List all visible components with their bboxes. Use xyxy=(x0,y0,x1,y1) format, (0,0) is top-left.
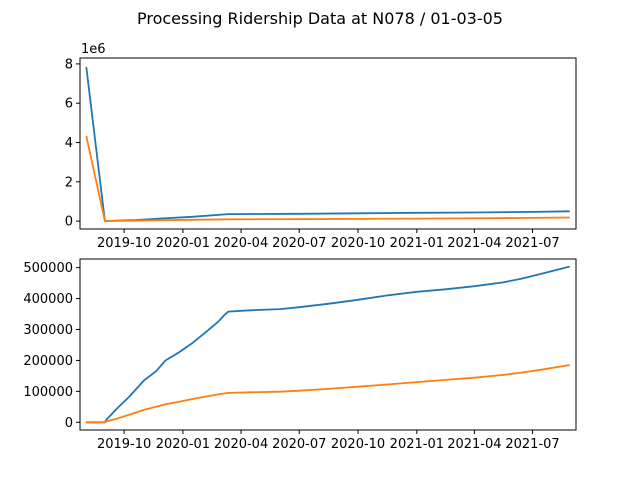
top-x-tick-label: 2020-04 xyxy=(214,236,268,251)
top-series-2-line xyxy=(85,135,570,222)
bottom-x-tick-label: 2021-01 xyxy=(390,437,444,452)
bottom-y-tick-label: 500000 xyxy=(23,261,73,276)
top-x-tick-label: 2021-07 xyxy=(505,236,559,251)
top-panel: 1e6 0 2 4 6 8 2019-10 2020-01 2020-04 2020-07 202… xyxy=(65,42,577,251)
bottom-x-tick-label: 2020-01 xyxy=(156,437,210,452)
bottom-y-tick-label: 300000 xyxy=(23,323,73,338)
bottom-x-tick-label: 2020-07 xyxy=(272,437,326,452)
bottom-x-tick-label: 2020-10 xyxy=(331,437,385,452)
top-y-tick-label: 2 xyxy=(65,175,73,190)
top-y-tick-label: 0 xyxy=(65,215,73,230)
top-x-tick-label: 2020-07 xyxy=(272,236,326,251)
top-y-offset-label: 1e6 xyxy=(81,42,106,57)
bottom-x-tick-label: 2020-04 xyxy=(214,437,268,452)
bottom-axes-frame xyxy=(79,258,577,431)
figure-title: Processing Ridership Data at N078 / 01-0… xyxy=(137,9,503,28)
top-y-tick-label: 8 xyxy=(65,57,73,72)
bottom-x-tick-label: 2021-04 xyxy=(447,437,501,452)
bottom-x-tick-label: 2019-10 xyxy=(97,437,151,452)
top-x-tick-label: 2020-01 xyxy=(156,236,210,251)
top-x-tick-label: 2021-04 xyxy=(447,236,501,251)
top-x-tick-label: 2021-01 xyxy=(390,236,444,251)
bottom-y-tick-label: 0 xyxy=(65,416,73,431)
top-y-tick-label: 6 xyxy=(65,97,73,112)
bottom-series-2-line xyxy=(85,364,570,424)
top-x-tick-label: 2019-10 xyxy=(97,236,151,251)
top-axes-frame xyxy=(79,57,577,230)
top-x-tick-label: 2020-10 xyxy=(331,236,385,251)
bottom-series-1-line xyxy=(85,265,570,424)
bottom-y-tick-label: 100000 xyxy=(23,385,73,400)
bottom-panel: 0 100000 200000 300000 400000 500000 2019-10 20… xyxy=(23,258,577,452)
top-y-tick-label: 4 xyxy=(65,136,73,151)
bottom-y-tick-label: 200000 xyxy=(23,354,73,369)
bottom-x-tick-label: 2021-07 xyxy=(505,437,559,452)
bottom-y-tick-label: 400000 xyxy=(23,292,73,307)
